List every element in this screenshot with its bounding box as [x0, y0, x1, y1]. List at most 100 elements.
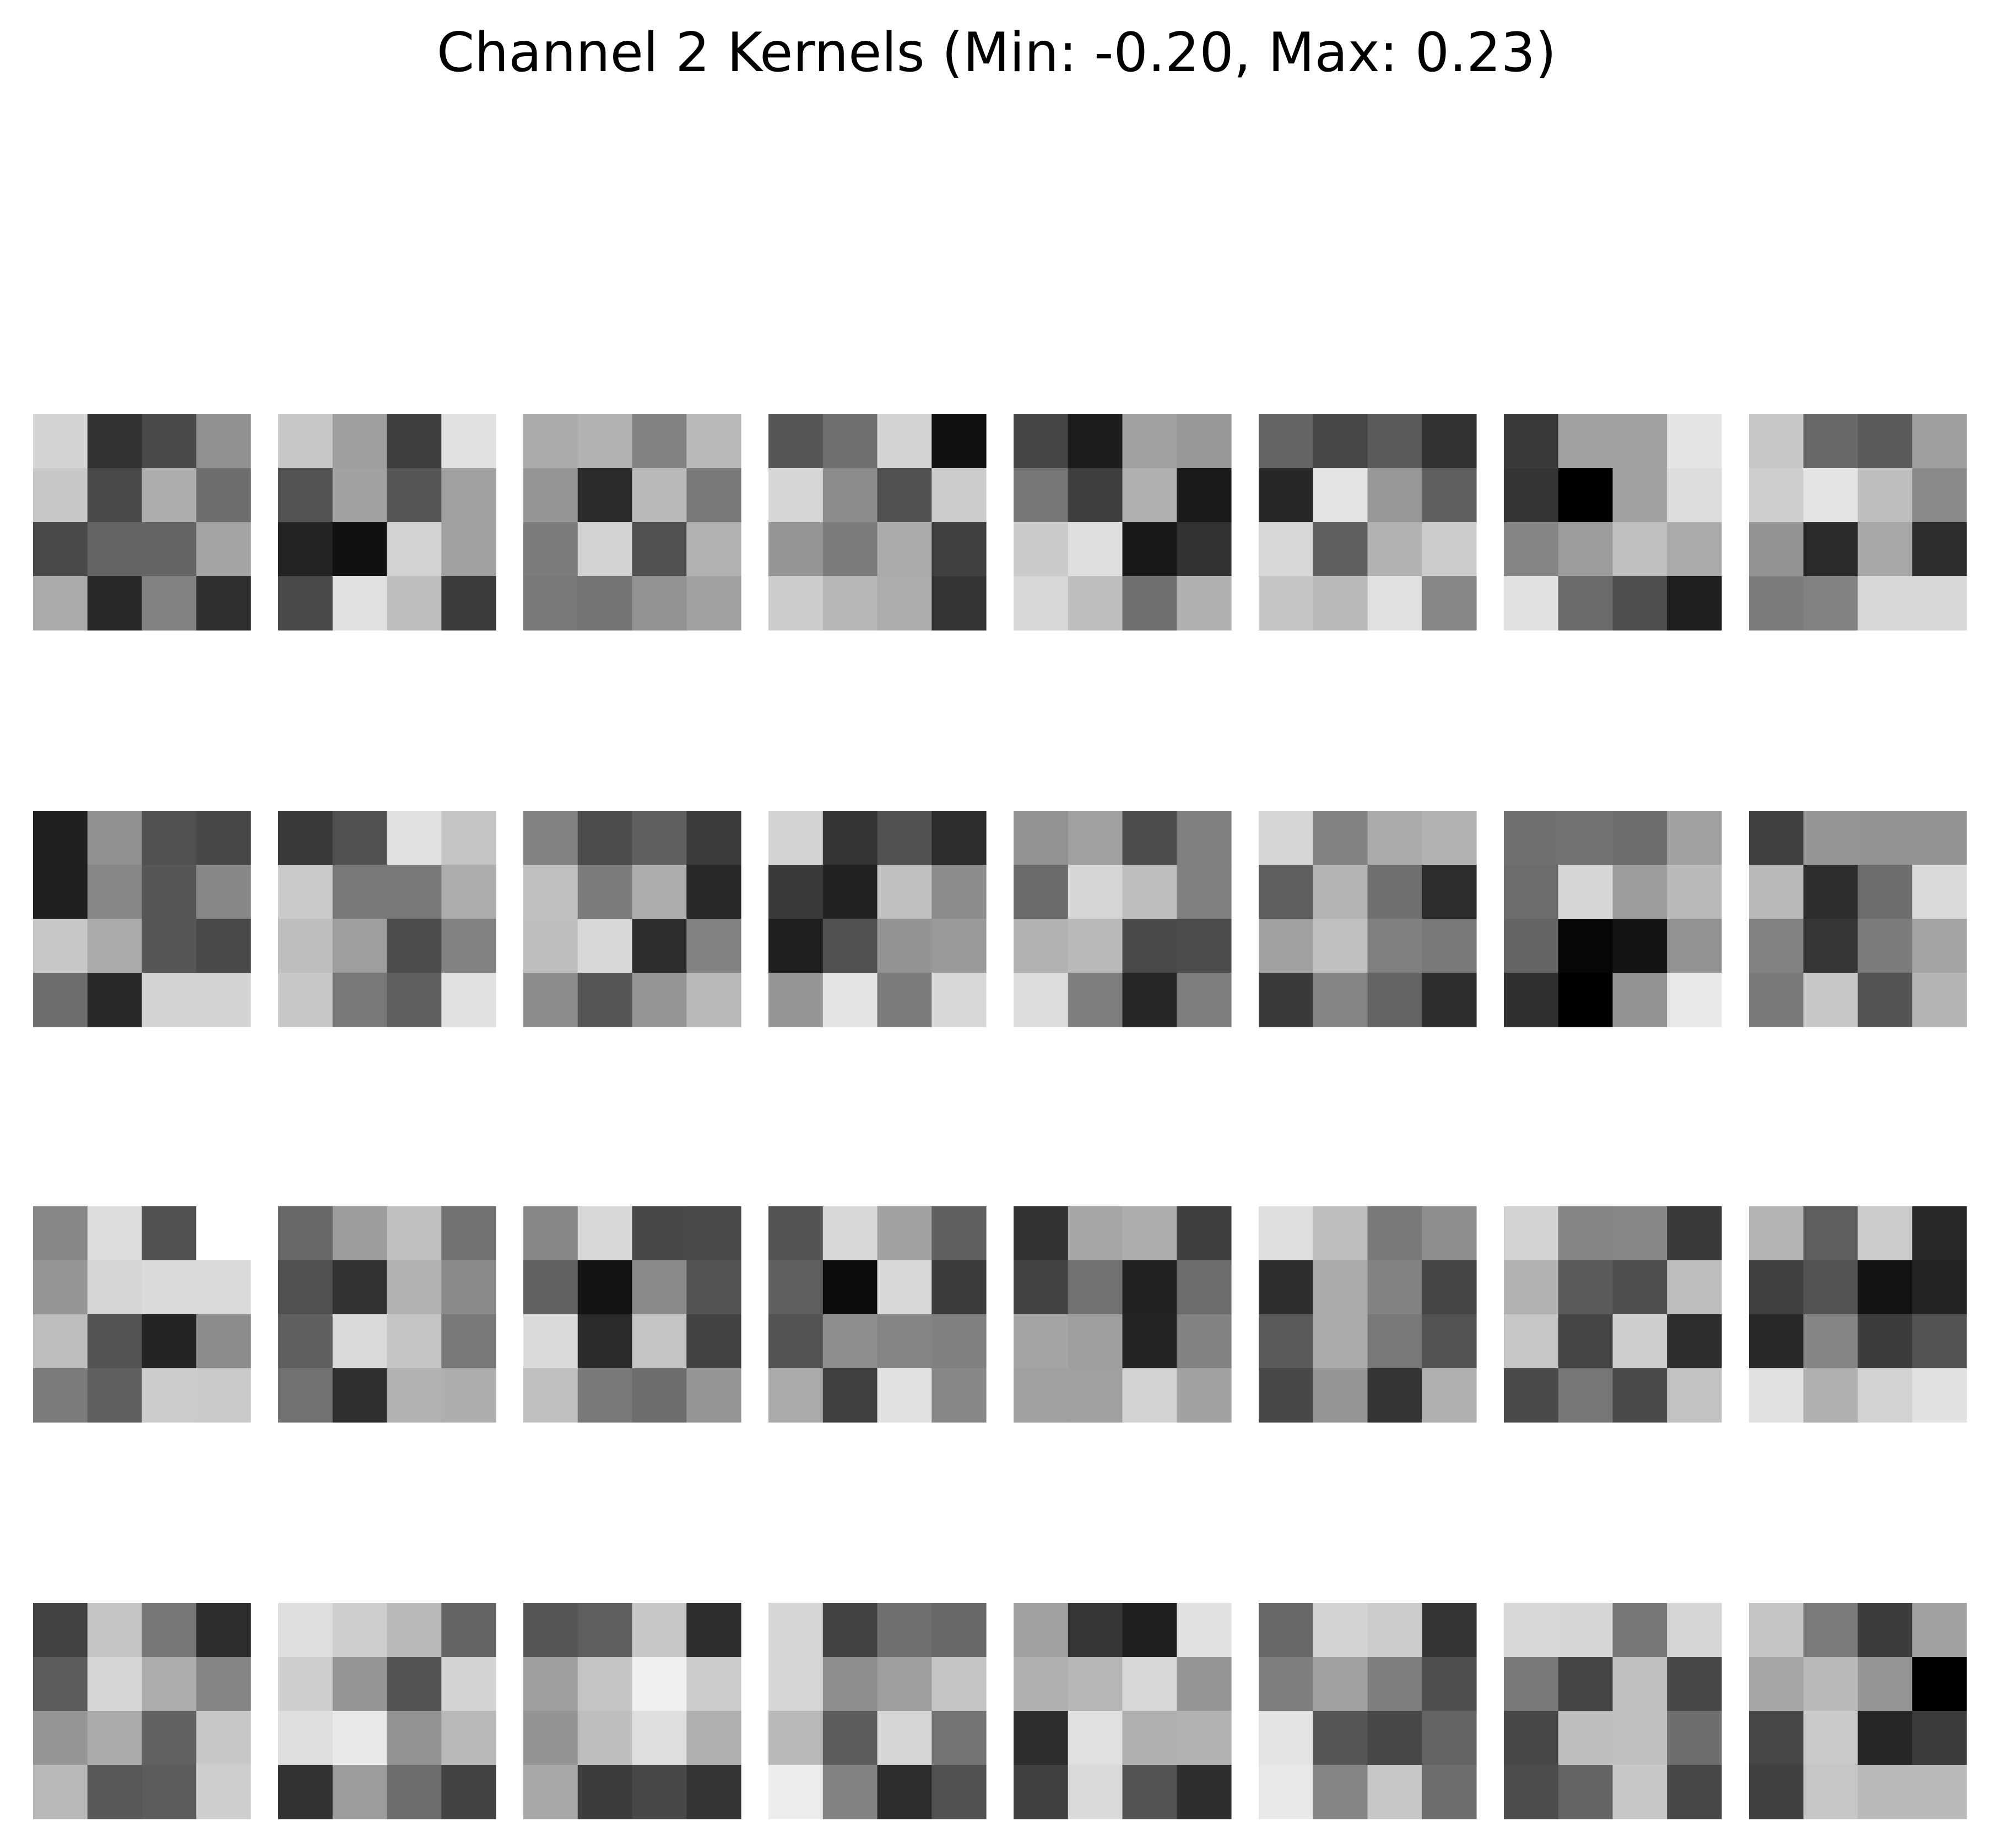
kernel-3-cell-4-2	[577, 576, 633, 631]
kernel-14-cell-3-1	[1259, 919, 1314, 973]
kernel-29-cell-4-1	[1014, 1765, 1069, 1819]
kernel-32-cell-3-4	[1912, 1711, 1967, 1765]
kernel-28-cell-1-4	[931, 1603, 987, 1657]
kernel-27-cell-4-2	[577, 1765, 633, 1819]
kernel-12-cell-3-3	[877, 919, 932, 973]
kernel-7-cell-1-1	[1504, 414, 1559, 469]
kernel-16-cell-4-1	[1749, 973, 1804, 1027]
kernel-29-cell-4-4	[1177, 1765, 1232, 1819]
kernel-1-cell-3-4	[196, 522, 251, 577]
kernel-12-cell-1-1	[768, 811, 824, 865]
kernel-5-cell-2-1	[1014, 468, 1069, 523]
kernel-15-cell-3-2	[1558, 919, 1613, 973]
kernel-4-cell-1-3	[877, 414, 932, 469]
kernel-29-cell-3-4	[1177, 1711, 1232, 1765]
kernel-28-cell-3-1	[768, 1711, 824, 1765]
kernel-13-cell-2-2	[1068, 865, 1123, 919]
kernel-11-cell-1-4	[686, 811, 741, 865]
kernel-23-cell-3-4	[1667, 1314, 1722, 1369]
kernel-18-cell-4-2	[332, 1368, 388, 1423]
kernel-28-cell-1-3	[877, 1603, 932, 1657]
kernel-3-cell-1-2	[577, 414, 633, 469]
kernel-4-cell-1-2	[822, 414, 878, 469]
kernel-6	[1259, 414, 1477, 631]
kernel-2-cell-4-3	[387, 576, 442, 631]
kernel-20-cell-1-1	[768, 1206, 824, 1261]
kernel-13-cell-4-3	[1122, 973, 1177, 1027]
kernel-25-cell-3-3	[142, 1711, 197, 1765]
kernel-12-cell-3-2	[822, 919, 878, 973]
kernel-22-cell-3-4	[1422, 1314, 1477, 1369]
kernel-10-cell-3-1	[278, 919, 333, 973]
kernel-10-cell-1-4	[441, 811, 496, 865]
kernel-10-cell-1-3	[387, 811, 442, 865]
kernel-21-cell-2-4	[1177, 1260, 1232, 1315]
kernel-18-cell-2-1	[278, 1260, 333, 1315]
kernel-26-cell-2-4	[441, 1657, 496, 1711]
kernel-4-cell-3-2	[822, 522, 878, 577]
kernel-20	[768, 1206, 987, 1423]
kernel-19	[523, 1206, 741, 1423]
kernel-21-cell-3-3	[1122, 1314, 1177, 1369]
kernel-25-cell-3-2	[87, 1711, 143, 1765]
kernel-21-cell-2-3	[1122, 1260, 1177, 1315]
kernel-18-cell-1-2	[332, 1206, 388, 1261]
kernel-20-cell-1-2	[822, 1206, 878, 1261]
kernel-21-cell-3-2	[1068, 1314, 1123, 1369]
kernel-11-cell-3-2	[577, 919, 633, 973]
kernel-27-cell-4-1	[523, 1765, 578, 1819]
kernel-26-cell-2-3	[387, 1657, 442, 1711]
kernel-6-cell-4-3	[1367, 576, 1422, 631]
kernel-26-cell-3-2	[332, 1711, 388, 1765]
kernel-7-cell-2-2	[1558, 468, 1613, 523]
kernel-20-cell-2-1	[768, 1260, 824, 1315]
kernel-27-cell-2-2	[577, 1657, 633, 1711]
kernel-2-cell-2-2	[332, 468, 388, 523]
kernel-12	[768, 811, 987, 1027]
kernel-30-cell-1-3	[1367, 1603, 1422, 1657]
kernel-26-cell-1-1	[278, 1603, 333, 1657]
kernel-4-cell-4-3	[877, 576, 932, 631]
kernel-18-cell-3-4	[441, 1314, 496, 1369]
kernel-17-cell-3-1	[33, 1314, 88, 1369]
kernel-20-cell-4-3	[877, 1368, 932, 1423]
kernel-6-cell-2-2	[1313, 468, 1368, 523]
kernel-16-cell-3-3	[1857, 919, 1913, 973]
kernel-10-cell-2-1	[278, 865, 333, 919]
kernel-15-cell-1-4	[1667, 811, 1722, 865]
kernel-25-cell-2-3	[142, 1657, 197, 1711]
kernel-3-cell-1-1	[523, 414, 578, 469]
kernel-21-cell-4-1	[1014, 1368, 1069, 1423]
kernel-18-cell-3-2	[332, 1314, 388, 1369]
kernel-28-cell-4-4	[931, 1765, 987, 1819]
kernel-1-cell-1-2	[87, 414, 143, 469]
kernel-27-cell-3-4	[686, 1711, 741, 1765]
kernel-24-cell-2-1	[1749, 1260, 1804, 1315]
kernel-9-cell-2-3	[142, 865, 197, 919]
kernel-13-cell-3-4	[1177, 919, 1232, 973]
kernel-14-cell-3-3	[1367, 919, 1422, 973]
kernel-21-cell-2-1	[1014, 1260, 1069, 1315]
kernel-24-cell-4-4	[1912, 1368, 1967, 1423]
kernel-24-cell-2-3	[1857, 1260, 1913, 1315]
kernel-29-cell-2-3	[1122, 1657, 1177, 1711]
kernel-30-cell-2-3	[1367, 1657, 1422, 1711]
kernel-25-cell-3-4	[196, 1711, 251, 1765]
kernel-23-cell-3-1	[1504, 1314, 1559, 1369]
kernel-11-cell-1-1	[523, 811, 578, 865]
kernel-13-cell-1-1	[1014, 811, 1069, 865]
kernel-7-cell-4-1	[1504, 576, 1559, 631]
kernel-7-cell-3-1	[1504, 522, 1559, 577]
kernel-25-cell-4-3	[142, 1765, 197, 1819]
kernel-9	[33, 811, 251, 1027]
kernel-2-cell-3-2	[332, 522, 388, 577]
kernel-30-cell-4-4	[1422, 1765, 1477, 1819]
kernel-21-cell-1-2	[1068, 1206, 1123, 1261]
kernel-1-cell-4-3	[142, 576, 197, 631]
kernel-29-cell-3-2	[1068, 1711, 1123, 1765]
kernel-16-cell-3-2	[1803, 919, 1859, 973]
kernel-4-cell-4-2	[822, 576, 878, 631]
kernel-2-cell-3-4	[441, 522, 496, 577]
kernel-10	[278, 811, 496, 1027]
kernel-17-cell-1-1	[33, 1206, 88, 1261]
